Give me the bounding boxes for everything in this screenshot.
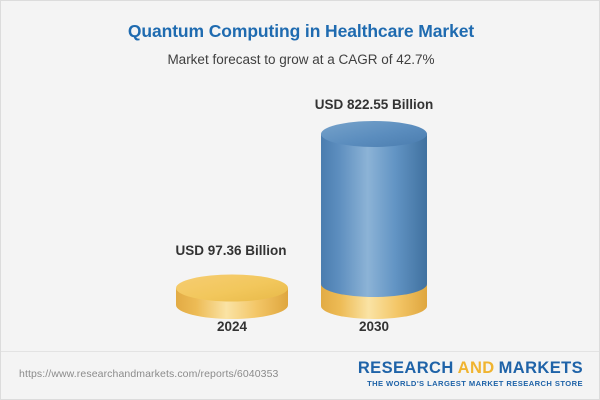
logo-wordmark: RESEARCH AND MARKETS bbox=[358, 359, 583, 378]
value-label-2030: USD 822.55 Billion bbox=[314, 97, 434, 112]
logo-word-research: RESEARCH bbox=[357, 359, 454, 377]
logo-word-markets: MARKETS bbox=[498, 359, 583, 377]
chart-title: Quantum Computing in Healthcare Market bbox=[127, 21, 475, 41]
category-label-2030: 2030 bbox=[358, 319, 390, 334]
bar-cylinder-2030 bbox=[321, 121, 427, 319]
chart-footer: https://www.researchandmarkets.com/repor… bbox=[1, 351, 599, 399]
research-and-markets-logo[interactable]: RESEARCH AND MARKETS THE WORLD'S LARGEST M… bbox=[358, 359, 583, 389]
chart-header: Quantum Computing in Healthcare Market M… bbox=[1, 19, 599, 71]
value-label-2024: USD 97.36 Billion bbox=[175, 243, 287, 258]
chart-plot-area: USD 97.36 Billion bbox=[1, 1, 599, 353]
bar-cylinder-2024 bbox=[176, 274, 288, 319]
logo-tagline: THE WORLD'S LARGEST MARKET RESEARCH STOR… bbox=[367, 379, 583, 388]
logo-word-and: AND bbox=[457, 359, 495, 377]
chart-subtitle: Market forecast to grow at a CAGR of 42.… bbox=[167, 52, 435, 67]
category-label-2024: 2024 bbox=[216, 319, 248, 334]
source-url[interactable]: https://www.researchandmarkets.com/repor… bbox=[19, 368, 279, 380]
